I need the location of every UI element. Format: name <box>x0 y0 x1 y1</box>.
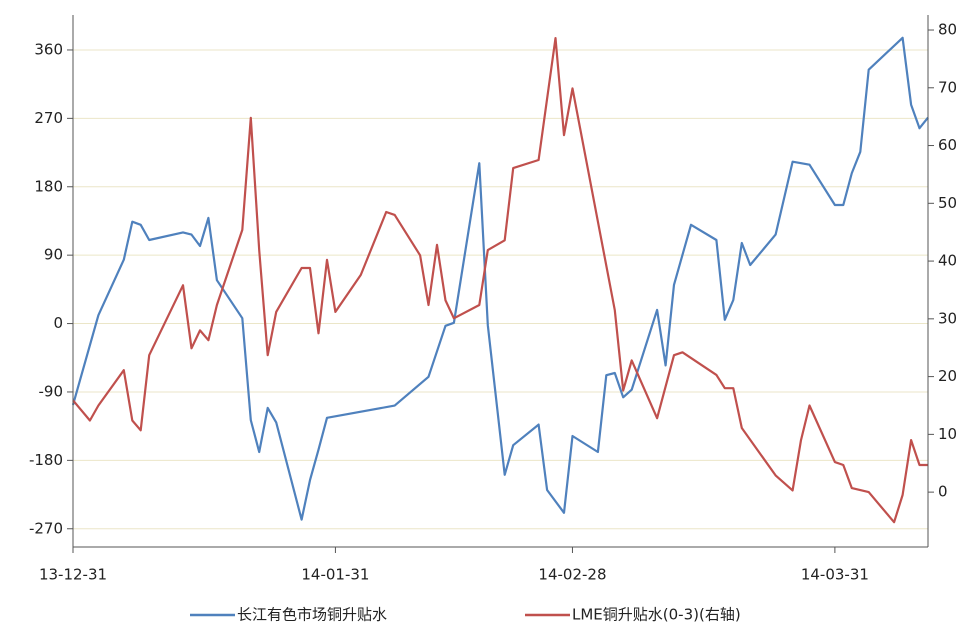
grid <box>73 49 928 530</box>
x-tick-label: 14-01-31 <box>301 566 369 584</box>
legend: 长江有色市场铜升贴水 LME铜升贴水(0-3)(右轴) <box>190 606 741 624</box>
x-tick-label: 13-12-31 <box>39 566 107 584</box>
y2-tick-label: 70 <box>938 78 957 96</box>
y-tick-label: 360 <box>34 40 63 58</box>
series-line <box>71 36 929 521</box>
y-tick-label: 90 <box>44 246 63 264</box>
y-tick-label: -270 <box>29 519 63 537</box>
y-tick-label: -180 <box>29 451 63 469</box>
y2-tick-label: 20 <box>938 367 957 385</box>
y2-tick-label: 60 <box>938 136 957 154</box>
y2-tick-label: 0 <box>938 483 948 501</box>
y-tick-label: -90 <box>39 382 64 400</box>
x-tick-label: 14-03-31 <box>801 566 869 584</box>
plot-area <box>71 36 929 524</box>
y2-tick-label: 50 <box>938 194 957 212</box>
y-tick-label: 180 <box>34 177 63 195</box>
y2-tick-label: 40 <box>938 252 957 270</box>
x-tick-label: 14-02-28 <box>538 566 606 584</box>
y2-tick-label: 30 <box>938 309 957 327</box>
y2-tick-label: 80 <box>938 21 957 39</box>
legend-label: 长江有色市场铜升贴水 <box>237 606 387 624</box>
y2-tick-label: 10 <box>938 425 957 443</box>
y-tick-label: 270 <box>34 109 63 127</box>
axes: -270 -180 -90 0 90 180 270 360 0 10 20 30 40 50 60 70 80… <box>29 15 957 584</box>
legend-label: LME铜升贴水(0-3)(右轴) <box>572 606 741 624</box>
y-tick-label: 0 <box>53 314 63 332</box>
series-line <box>72 36 928 524</box>
